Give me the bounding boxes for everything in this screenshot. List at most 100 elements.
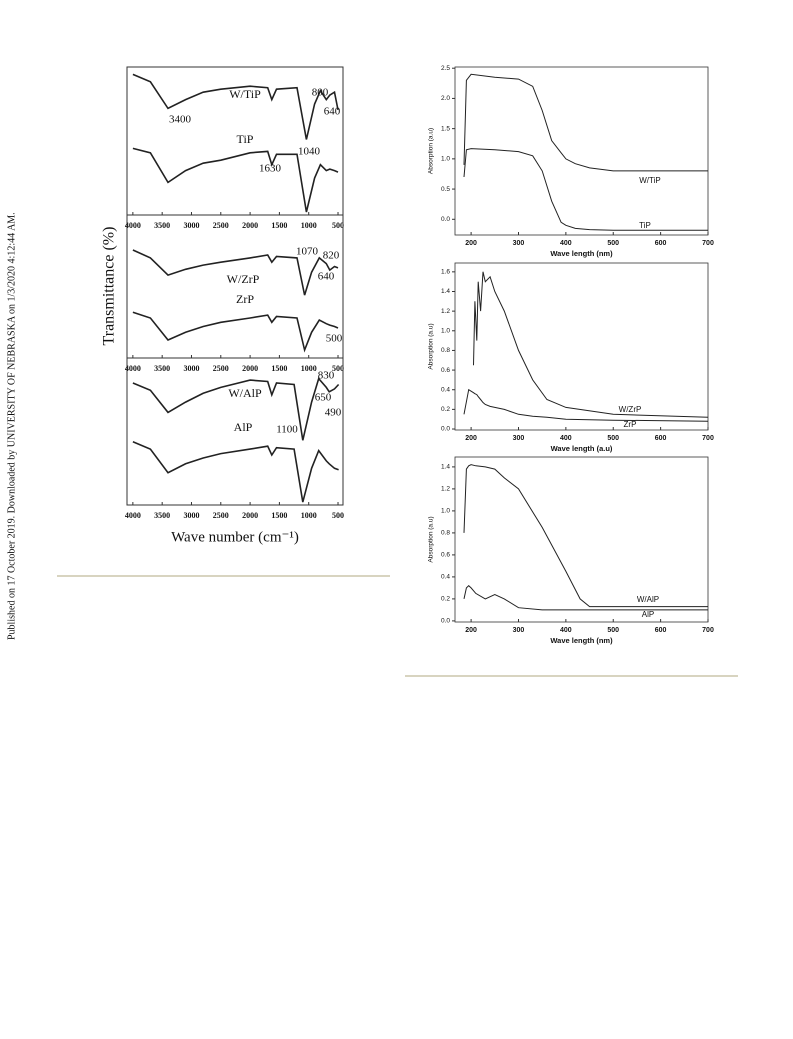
x-tick-label: 2000 bbox=[242, 221, 258, 230]
x-tick-label: 3000 bbox=[183, 221, 199, 230]
peak-label: 1040 bbox=[298, 146, 321, 158]
y-tick-label: 1.6 bbox=[441, 269, 450, 276]
x-tick-label: 300 bbox=[513, 627, 525, 634]
x-tick-label: 500 bbox=[332, 364, 344, 373]
y-tick-label: 0.0 bbox=[441, 426, 450, 433]
series-label: TiP bbox=[639, 221, 651, 230]
plot-frame bbox=[454, 66, 709, 236]
x-axis-label: Wave length (a.u) bbox=[551, 444, 613, 453]
y-tick-label: 1.2 bbox=[441, 308, 450, 315]
x-tick-label: 3000 bbox=[183, 511, 199, 520]
x-tick-label: 600 bbox=[655, 435, 667, 442]
x-tick-label: 500 bbox=[332, 221, 344, 230]
peak-label: 490 bbox=[325, 407, 342, 419]
peak-label: 1100 bbox=[276, 424, 298, 436]
x-tick-label: 700 bbox=[702, 627, 714, 634]
y-tick-label: 1.4 bbox=[441, 288, 450, 295]
y-tick-label: 1.4 bbox=[441, 464, 450, 471]
y-tick-label: 2.5 bbox=[441, 65, 450, 72]
x-tick-label: 1000 bbox=[301, 364, 317, 373]
x-tick-label: 300 bbox=[513, 240, 525, 247]
x-axis-label: Wave length (nm) bbox=[550, 249, 613, 258]
y-tick-label: 0.5 bbox=[441, 186, 450, 193]
x-tick-label: 700 bbox=[702, 240, 714, 247]
x-tick-label: 400 bbox=[560, 435, 572, 442]
x-tick-label: 400 bbox=[560, 240, 572, 247]
y-tick-label: 0.2 bbox=[441, 596, 450, 603]
x-tick-label: 2000 bbox=[242, 511, 258, 520]
peak-label: 3400 bbox=[169, 114, 192, 126]
y-tick-label: 0.4 bbox=[441, 386, 450, 393]
y-axis-label: Absorption (a.u) bbox=[428, 128, 435, 174]
series-label: ZrP bbox=[624, 420, 637, 429]
x-axis-label: Wave length (nm) bbox=[550, 636, 613, 645]
peak-label: 500 bbox=[326, 333, 343, 345]
spectrum-line bbox=[132, 376, 340, 441]
peak-label: 640 bbox=[324, 106, 341, 118]
spectrum-line bbox=[132, 441, 339, 503]
y-tick-label: 1.0 bbox=[441, 328, 450, 335]
y-tick-label: 0.6 bbox=[441, 552, 450, 559]
x-tick-label: 500 bbox=[607, 435, 619, 442]
y-axis-label: Absorption (a.u) bbox=[428, 323, 435, 369]
x-tick-label: 3000 bbox=[183, 364, 199, 373]
spectrum-line bbox=[473, 271, 709, 418]
spectrum-line bbox=[463, 73, 708, 172]
ftir-x-label: Wave number (cm⁻¹) bbox=[171, 529, 299, 545]
x-tick-label: 1000 bbox=[301, 511, 317, 520]
x-tick-label: 700 bbox=[702, 435, 714, 442]
spectrum-line bbox=[132, 73, 339, 140]
x-tick-label: 600 bbox=[655, 240, 667, 247]
side-note: Published on 17 October 2019. Downloaded… bbox=[6, 212, 17, 640]
plot-frame bbox=[126, 357, 344, 506]
y-tick-label: 0.8 bbox=[441, 530, 450, 537]
y-tick-label: 0.2 bbox=[441, 406, 450, 413]
y-tick-label: 1.5 bbox=[441, 125, 450, 132]
x-tick-label: 3500 bbox=[154, 364, 170, 373]
series-label: W/AlP bbox=[228, 386, 262, 400]
x-tick-label: 2500 bbox=[213, 511, 229, 520]
x-tick-label: 2500 bbox=[213, 364, 229, 373]
y-tick-label: 0.0 bbox=[441, 618, 450, 625]
spectrum-line bbox=[132, 147, 339, 213]
spectrum-line bbox=[463, 464, 708, 608]
x-tick-label: 1500 bbox=[271, 364, 287, 373]
peak-label: 820 bbox=[323, 250, 340, 262]
x-tick-label: 600 bbox=[655, 627, 667, 634]
series-label: AlP bbox=[234, 420, 253, 434]
x-tick-label: 3500 bbox=[154, 511, 170, 520]
series-label: W/ZrP bbox=[619, 405, 642, 414]
x-tick-label: 1500 bbox=[271, 221, 287, 230]
x-tick-label: 500 bbox=[332, 511, 344, 520]
x-tick-label: 1000 bbox=[301, 221, 317, 230]
y-tick-label: 0.6 bbox=[441, 367, 450, 374]
peak-label: 650 bbox=[315, 392, 332, 404]
spectrum-line bbox=[463, 585, 708, 611]
y-tick-label: 0.0 bbox=[441, 216, 450, 223]
y-tick-label: 1.0 bbox=[441, 156, 450, 163]
spectrum-line bbox=[463, 388, 709, 422]
x-tick-label: 200 bbox=[465, 240, 477, 247]
y-tick-label: 0.4 bbox=[441, 574, 450, 581]
peak-label: 800 bbox=[312, 87, 329, 99]
x-tick-label: 200 bbox=[465, 627, 477, 634]
series-label: ZrP bbox=[236, 292, 254, 306]
y-tick-label: 1.0 bbox=[441, 508, 450, 515]
peak-label: 1630 bbox=[259, 163, 282, 175]
y-tick-label: 0.8 bbox=[441, 347, 450, 354]
y-tick-label: 2.0 bbox=[441, 95, 450, 102]
series-label: TiP bbox=[237, 132, 254, 146]
peak-label: 830 bbox=[318, 370, 335, 382]
plot-frame bbox=[454, 262, 709, 431]
x-tick-label: 2500 bbox=[213, 221, 229, 230]
spectrum-line bbox=[132, 311, 339, 353]
series-label: W/TiP bbox=[639, 176, 660, 185]
series-label: W/AlP bbox=[637, 595, 659, 604]
ftir-y-label: Transmittance (%) bbox=[101, 227, 118, 346]
series-label: W/TiP bbox=[229, 87, 261, 101]
x-tick-label: 2000 bbox=[242, 364, 258, 373]
x-tick-label: 4000 bbox=[125, 364, 141, 373]
x-tick-label: 3500 bbox=[154, 221, 170, 230]
x-tick-label: 4000 bbox=[125, 221, 141, 230]
